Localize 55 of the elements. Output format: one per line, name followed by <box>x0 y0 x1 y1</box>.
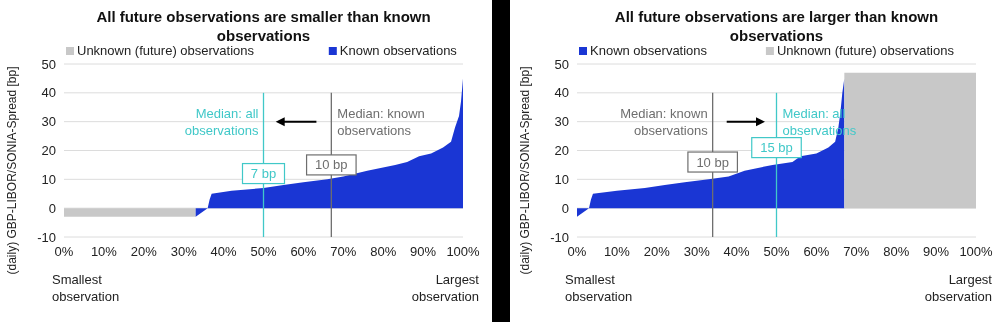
y-tick-label: 0 <box>48 200 56 216</box>
ref-line-label: Median: known observations <box>337 105 425 138</box>
y-axis-title: (daily) GBP-LIBOR/SONIA-Spread [bp] <box>518 66 532 275</box>
x-tick-label: 90% <box>410 244 437 259</box>
y-tick-label: -10 <box>37 229 56 245</box>
legend-label: Unknown (future) observations <box>776 43 955 58</box>
annotation: 10 bp <box>315 157 348 173</box>
y-tick-label: 50 <box>41 56 56 72</box>
x-tick-label: 90% <box>923 244 950 259</box>
x-tick-label: 30% <box>170 244 198 259</box>
x-tick-label: 20% <box>130 244 158 259</box>
text: Smallest observation <box>565 272 633 304</box>
legend-label: Known observations <box>590 43 708 58</box>
annotation: 7 bp <box>250 166 277 182</box>
x-tick-label: 100% <box>959 244 994 259</box>
x-tick-label: 0% <box>567 244 587 259</box>
y-axis-title: (daily) GBP-LIBOR/SONIA-Spread [bp] <box>5 66 19 275</box>
annotation: 15 bp <box>760 140 793 156</box>
x-tick-label: 60% <box>290 244 317 259</box>
x-tick-label: 70% <box>330 244 357 259</box>
y-tick-label: 40 <box>554 85 569 101</box>
x-tick-label: 50% <box>250 244 277 259</box>
x-tick-label: 40% <box>210 244 238 259</box>
x-tick-label: 40% <box>723 244 751 259</box>
x-tick-label: 10% <box>90 244 118 259</box>
y-tick-label: 30 <box>41 114 56 130</box>
annotation: 10 bp <box>696 154 729 170</box>
legend-label: Known observations <box>339 43 458 58</box>
legend-label: Unknown (future) observations <box>77 43 255 58</box>
x-tick-label: 100% <box>446 244 481 259</box>
y-tick-label: 20 <box>554 143 569 159</box>
x-tick-label: 30% <box>683 244 711 259</box>
y-tick-label: 40 <box>41 85 56 101</box>
x-tick-label: 80% <box>370 244 397 259</box>
chart-title: All future observations are smaller than known observations <box>96 8 431 44</box>
ref-line-label: Median: all observations <box>184 105 259 138</box>
x-tick-label: 80% <box>883 244 910 259</box>
text: Smallest observation <box>52 272 120 304</box>
x-tick-label: 0% <box>54 244 74 259</box>
x-tick-label: 10% <box>603 244 631 259</box>
x-tick-label: 60% <box>803 244 830 259</box>
x-tick-label: 20% <box>643 244 671 259</box>
y-tick-label: 20 <box>41 143 56 159</box>
text: Largest observation <box>411 272 480 304</box>
text: Largest observation <box>924 272 993 304</box>
y-tick-label: 50 <box>554 56 569 72</box>
chart-title: All future observations are larger than known observations <box>614 8 939 44</box>
y-tick-label: 10 <box>554 171 569 187</box>
x-tick-label: 50% <box>763 244 790 259</box>
y-tick-label: 0 <box>561 200 569 216</box>
x-tick-label: 70% <box>843 244 870 259</box>
y-tick-label: 10 <box>41 171 56 187</box>
y-tick-label: -10 <box>550 229 569 245</box>
ref-line-label: Median: known observations <box>620 105 709 138</box>
y-tick-label: 30 <box>554 114 569 130</box>
